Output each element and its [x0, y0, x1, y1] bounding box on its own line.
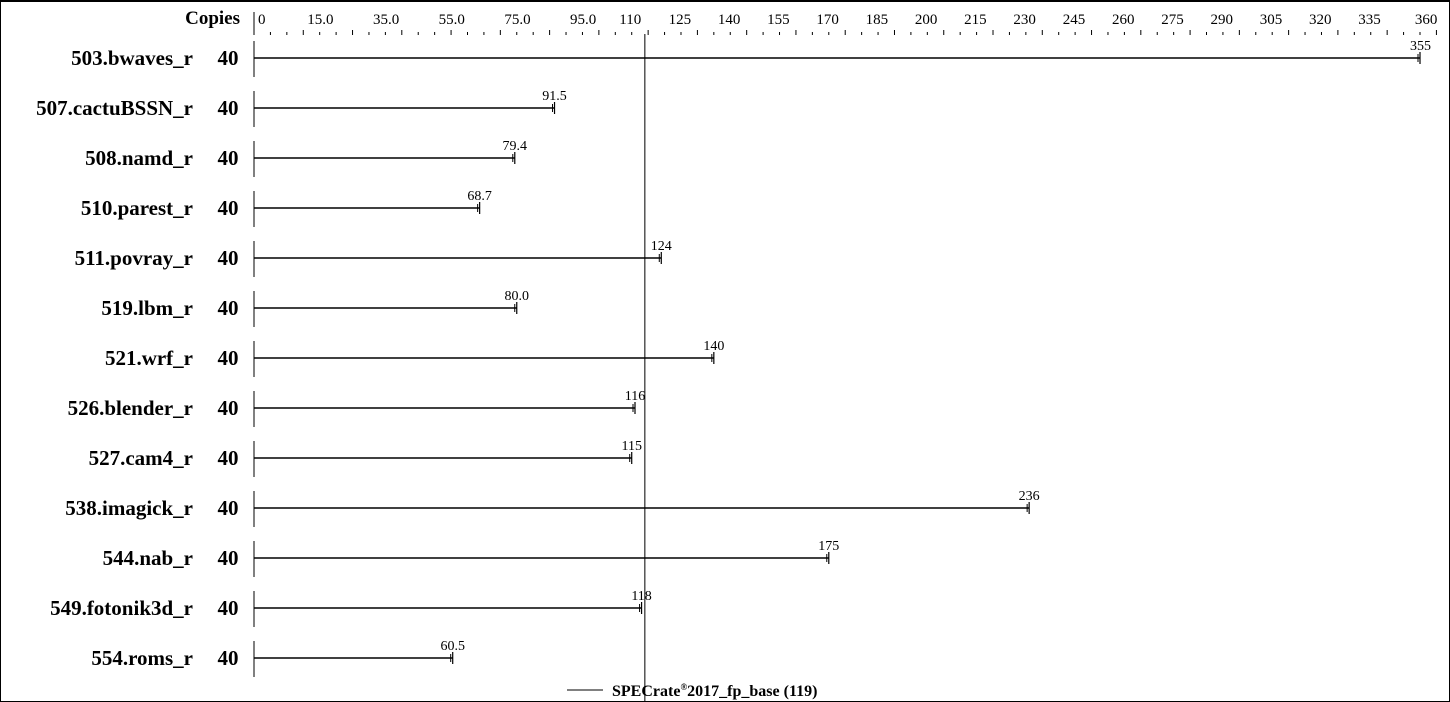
- x-tick-label: 0: [258, 12, 266, 28]
- x-tick-label: 230: [1013, 12, 1036, 28]
- value-label: 60.5: [440, 639, 465, 654]
- benchmark-row: 527.cam4_r 40 115: [89, 439, 642, 477]
- value-label: 68.7: [467, 189, 492, 204]
- copies-value: 40: [218, 596, 239, 620]
- value-label: 175: [818, 539, 839, 554]
- x-tick-label: 305: [1260, 12, 1283, 28]
- benchmark-label: 544.nab_r: [103, 546, 193, 570]
- benchmark-label: 538.imagick_r: [65, 496, 193, 520]
- legend-label-main: SPECrate: [612, 683, 680, 700]
- x-tick-label: 75.0: [504, 12, 530, 28]
- benchmark-label: 511.povray_r: [75, 246, 193, 270]
- copies-value: 40: [218, 46, 239, 70]
- benchmark-row: 510.parest_r 40 68.7: [81, 189, 492, 227]
- benchmark-row: 554.roms_r 40 60.5: [91, 639, 465, 677]
- x-tick-label: 335: [1358, 12, 1381, 28]
- benchmark-label: 526.blender_r: [68, 396, 193, 420]
- x-tick-label: 140: [718, 12, 741, 28]
- copies-value: 40: [218, 496, 239, 520]
- copies-value: 40: [218, 146, 239, 170]
- copies-value: 40: [218, 96, 239, 120]
- benchmark-row: 503.bwaves_r 40 355: [71, 39, 1431, 77]
- x-tick-label: 245: [1063, 12, 1086, 28]
- value-label: 115: [621, 439, 641, 454]
- x-tick-label: 15.0: [307, 12, 333, 28]
- benchmark-row: 507.cactuBSSN_r 40 91.5: [36, 89, 567, 127]
- x-tick-label: 200: [915, 12, 938, 28]
- legend: SPECrate®2017_fp_base (119): [567, 682, 817, 700]
- benchmark-label: 510.parest_r: [81, 196, 193, 220]
- x-tick-label: 55.0: [439, 12, 465, 28]
- value-label: 79.4: [503, 139, 528, 154]
- legend-label-registered-mark: ®: [680, 682, 687, 692]
- copies-value: 40: [218, 396, 239, 420]
- x-tick-label: 185: [866, 12, 889, 28]
- x-tick-label: 215: [964, 12, 987, 28]
- benchmark-label: 527.cam4_r: [89, 446, 193, 470]
- copies-value: 40: [218, 346, 239, 370]
- x-tick-label: 170: [816, 12, 839, 28]
- value-label: 140: [703, 339, 724, 354]
- value-label: 124: [651, 239, 672, 254]
- value-label: 91.5: [542, 89, 567, 104]
- benchmark-row: 519.lbm_r 40 80.0: [101, 289, 529, 327]
- value-label: 116: [625, 389, 645, 404]
- benchmark-row: 549.fotonik3d_r 40 118: [50, 589, 652, 627]
- benchmark-label: 507.cactuBSSN_r: [36, 96, 193, 120]
- copies-value: 40: [218, 646, 239, 670]
- copies-header: Copies: [185, 8, 240, 29]
- x-tick-label: 290: [1211, 12, 1234, 28]
- benchmark-row: 544.nab_r 40 175: [103, 539, 839, 577]
- x-axis: 0 15.0 35.0 55.0 75.0 95.0 110 125 140 155 170 185 2…: [253, 12, 1438, 35]
- x-tick-label: 320: [1309, 12, 1332, 28]
- benchmark-label: 508.namd_r: [85, 146, 193, 170]
- x-tick-label: 155: [767, 12, 790, 28]
- value-label: 118: [631, 589, 651, 604]
- copies-value: 40: [218, 296, 239, 320]
- legend-label: SPECrate®2017_fp_base (119): [612, 682, 817, 700]
- x-tick-label: 95.0: [570, 12, 596, 28]
- copies-value: 40: [218, 246, 239, 270]
- value-label: 355: [1410, 39, 1431, 54]
- benchmark-row: 521.wrf_r 40 140: [105, 339, 724, 377]
- x-tick-label: 35.0: [373, 12, 399, 28]
- value-label: 236: [1019, 489, 1040, 504]
- value-label: 80.0: [505, 289, 530, 304]
- x-tick-label: 110: [619, 12, 641, 28]
- benchmark-label: 521.wrf_r: [105, 346, 193, 370]
- copies-value: 40: [218, 546, 239, 570]
- x-tick-label: 260: [1112, 12, 1135, 28]
- benchmark-row: 538.imagick_r 40 236: [65, 489, 1040, 527]
- benchmark-row: 526.blender_r 40 116: [68, 389, 645, 427]
- benchmark-label: 519.lbm_r: [101, 296, 193, 320]
- benchmark-row: 508.namd_r 40 79.4: [85, 139, 527, 177]
- copies-value: 40: [218, 196, 239, 220]
- benchmark-label: 554.roms_r: [91, 646, 193, 670]
- x-tick-label: 125: [669, 12, 692, 28]
- benchmark-row: 511.povray_r 40 124: [75, 239, 672, 277]
- benchmark-label: 503.bwaves_r: [71, 46, 193, 70]
- benchmark-label: 549.fotonik3d_r: [50, 596, 193, 620]
- x-tick-label: 360: [1415, 12, 1438, 28]
- x-tick-label: 275: [1161, 12, 1184, 28]
- copies-value: 40: [218, 446, 239, 470]
- legend-label-rest: 2017_fp_base (119): [687, 683, 817, 700]
